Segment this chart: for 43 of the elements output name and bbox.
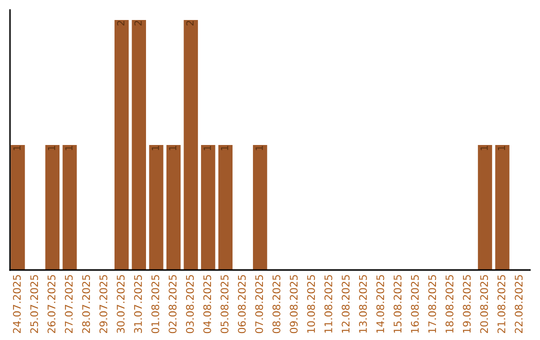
x-tick-label: 11.08.2025 bbox=[324, 275, 332, 333]
x-tick-label: 02.08.2025 bbox=[168, 275, 177, 334]
x-tick-label: 09.08.2025 bbox=[290, 275, 298, 334]
x-tick-label: 08.08.2025 bbox=[272, 275, 280, 334]
x-tick-label: 15.08.2025 bbox=[394, 275, 402, 333]
x-tick-label: 05.08.2025 bbox=[220, 275, 228, 334]
data-label: 1 bbox=[256, 146, 263, 150]
x-tick-label: 07.08.2025 bbox=[255, 275, 264, 334]
x-tick-label: 27.07.2025 bbox=[64, 275, 73, 334]
x-tick-label: 18.08.2025 bbox=[446, 275, 454, 333]
data-label: 2 bbox=[134, 20, 142, 26]
x-tick-label: 25.07.2025 bbox=[30, 275, 38, 334]
x-tick-label: 19.08.2025 bbox=[462, 275, 471, 333]
x-tick-label: 12.08.2025 bbox=[342, 275, 350, 333]
data-label: 2 bbox=[186, 20, 194, 26]
x-tick-label: 30.07.2025 bbox=[116, 275, 125, 334]
x-tick-label: 16.08.2025 bbox=[410, 275, 419, 333]
data-label: 1 bbox=[65, 146, 72, 150]
x-tick-label: 17.08.2025 bbox=[428, 275, 436, 333]
x-tick-label: 01.08.2025 bbox=[151, 275, 160, 334]
data-label: 1 bbox=[13, 146, 20, 150]
x-tick-label: 14.08.2025 bbox=[376, 275, 384, 333]
data-label: 1 bbox=[221, 146, 228, 150]
x-tick-label: 31.07.2025 bbox=[134, 275, 142, 334]
data-label: 1 bbox=[48, 146, 56, 150]
x-tick-label: 28.07.2025 bbox=[82, 275, 90, 334]
x-tick-label: 10.08.2025 bbox=[307, 275, 315, 333]
data-label: 1 bbox=[204, 146, 211, 150]
data-label: 1 bbox=[498, 146, 505, 150]
data-label: 1 bbox=[169, 146, 176, 150]
x-tick-label: 29.07.2025 bbox=[99, 275, 108, 334]
x-tick-label: 03.08.2025 bbox=[186, 275, 194, 334]
x-tick-label: 22.08.2025 bbox=[514, 275, 523, 334]
data-label: 1 bbox=[152, 146, 159, 150]
data-label: 2 bbox=[117, 20, 124, 26]
x-tick-label: 21.08.2025 bbox=[497, 275, 506, 334]
x-tick-label: 26.07.2025 bbox=[48, 275, 56, 334]
x-tick-label: 13.08.2025 bbox=[359, 275, 367, 333]
x-tick-label: 04.08.2025 bbox=[203, 275, 212, 334]
x-tick-label: 06.08.2025 bbox=[238, 275, 246, 334]
x-tick-label: 24.07.2025 bbox=[12, 275, 21, 334]
data-label: 1 bbox=[480, 146, 488, 150]
x-tick-label: 20.08.2025 bbox=[480, 275, 488, 334]
